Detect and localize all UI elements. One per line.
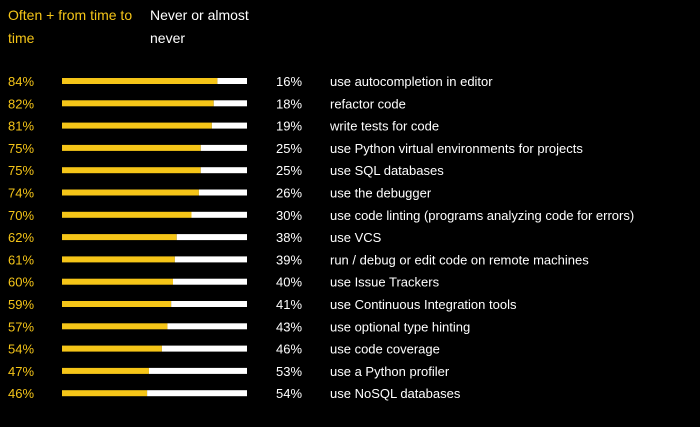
never-percent-label: 25%	[276, 141, 302, 156]
category-label: run / debug or edit code on remote machi…	[330, 252, 589, 267]
legend-never-label: Never or almost never	[150, 7, 249, 46]
category-label: use the debugger	[330, 186, 432, 201]
never-percent-label: 25%	[276, 163, 302, 178]
legend-often-label: Often + from time to time	[8, 7, 133, 46]
often-percent-label: 54%	[8, 342, 34, 357]
never-percent-label: 30%	[276, 208, 302, 223]
often-percent-label: 84%	[8, 74, 34, 89]
often-percent-label: 46%	[8, 386, 34, 401]
often-bar	[62, 122, 212, 129]
never-bar	[174, 256, 247, 263]
never-percent-label: 40%	[276, 275, 302, 290]
often-percent-label: 60%	[8, 275, 34, 290]
often-bar	[62, 234, 177, 241]
often-percent-label: 62%	[8, 230, 34, 245]
often-percent-label: 82%	[8, 96, 34, 111]
often-bar	[62, 390, 148, 397]
never-percent-label: 26%	[276, 186, 302, 201]
never-bar	[167, 323, 247, 330]
often-percent-label: 59%	[8, 297, 34, 312]
often-percent-label: 47%	[8, 364, 34, 379]
never-percent-label: 54%	[276, 386, 302, 401]
often-percent-label: 57%	[8, 319, 34, 334]
never-percent-label: 43%	[276, 319, 302, 334]
category-label: write tests for code	[329, 119, 439, 134]
category-label: use VCS	[330, 230, 382, 245]
never-percent-label: 39%	[276, 252, 302, 267]
never-bar	[171, 301, 247, 307]
never-percent-label: 41%	[276, 297, 302, 312]
never-percent-label: 19%	[276, 119, 302, 134]
never-bar	[211, 122, 247, 129]
often-bar	[62, 78, 218, 84]
often-bar	[62, 100, 214, 107]
category-label: use SQL databases	[330, 163, 444, 178]
never-bar	[148, 367, 247, 374]
never-bar	[217, 78, 247, 84]
often-percent-label: 74%	[8, 186, 34, 201]
category-label: use Python virtual environments for proj…	[330, 141, 583, 156]
often-bar	[62, 211, 192, 218]
often-percent-label: 61%	[8, 252, 34, 267]
category-label: refactor code	[330, 96, 406, 111]
often-bar	[62, 278, 173, 285]
never-bar	[161, 345, 247, 352]
often-bar	[62, 167, 201, 174]
never-bar	[173, 278, 247, 285]
category-label: use a Python profiler	[330, 364, 450, 379]
often-bar	[62, 301, 172, 307]
never-percent-label: 18%	[276, 96, 302, 111]
never-bar	[198, 189, 247, 196]
often-percent-label: 75%	[8, 163, 34, 178]
category-label: use optional type hinting	[330, 319, 470, 334]
often-percent-label: 81%	[8, 119, 34, 134]
never-bar	[147, 390, 247, 397]
often-bar	[62, 256, 175, 263]
category-label: use code linting (programs analyzing cod…	[330, 208, 634, 223]
often-bar	[62, 144, 201, 151]
never-percent-label: 53%	[276, 364, 302, 379]
never-bar	[200, 144, 247, 151]
category-label: use code coverage	[330, 342, 440, 357]
often-bar	[62, 367, 149, 374]
never-percent-label: 46%	[276, 342, 302, 357]
often-percent-label: 75%	[8, 141, 34, 156]
often-bar	[62, 323, 168, 330]
never-bar	[213, 100, 247, 107]
never-percent-label: 38%	[276, 230, 302, 245]
never-bar	[200, 167, 247, 174]
category-label: use NoSQL databases	[330, 386, 461, 401]
category-label: use autocompletion in editor	[330, 74, 493, 89]
often-bar	[62, 189, 199, 196]
category-label: use Issue Trackers	[330, 275, 440, 290]
often-percent-label: 70%	[8, 208, 34, 223]
never-bar	[191, 211, 247, 218]
category-label: use Continuous Integration tools	[330, 297, 517, 312]
often-bar	[62, 345, 162, 352]
never-percent-label: 16%	[276, 74, 302, 89]
never-bar	[176, 234, 247, 241]
